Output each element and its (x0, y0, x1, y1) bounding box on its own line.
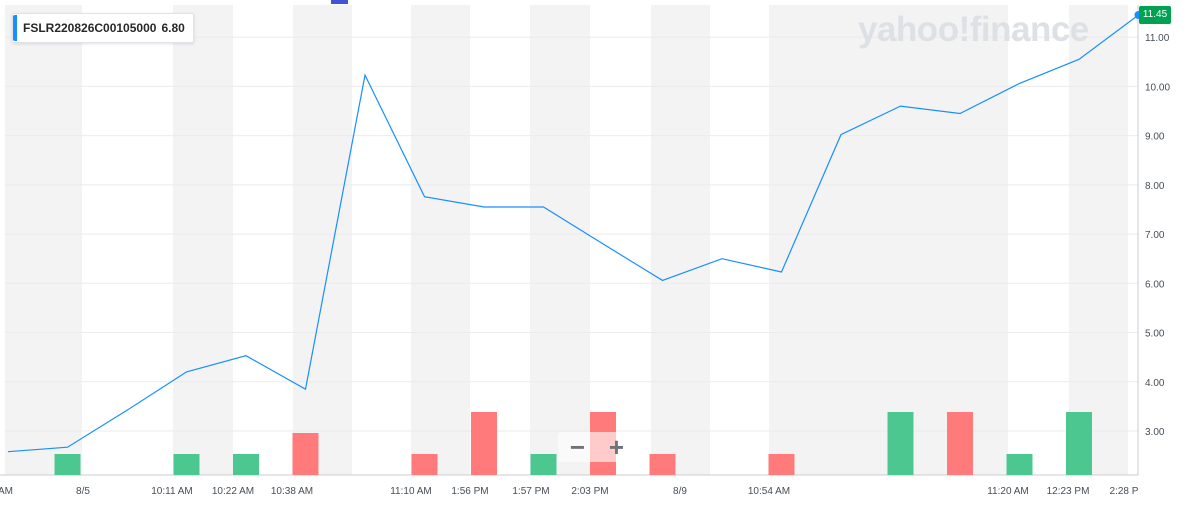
volume-bar (411, 454, 438, 475)
background-band (1069, 5, 1128, 475)
background-band (769, 5, 1008, 475)
background-band (530, 5, 590, 475)
volume-bar (1066, 412, 1092, 475)
volume-bar (173, 454, 200, 475)
x-tick-label: 2:28 P (1110, 486, 1139, 497)
zoom-in-button[interactable]: + (608, 432, 625, 462)
x-tick-label: AM (0, 486, 13, 497)
zoom-out-button[interactable]: − (569, 432, 586, 462)
volume-bar (292, 433, 319, 475)
background-band (651, 5, 710, 475)
y-tick-label: 5.00 (1145, 329, 1165, 340)
y-tick-label: 11.00 (1145, 33, 1170, 44)
x-tick-label: 10:11 AM (151, 486, 193, 497)
yahoo-finance-watermark: yahoo!finance (858, 10, 1089, 49)
volume-bar (54, 454, 81, 475)
background-band (173, 5, 233, 475)
x-tick-label: 8/9 (673, 486, 687, 497)
y-tick-label: 4.00 (1145, 378, 1165, 389)
volume-bar (233, 454, 259, 475)
x-tick-label: 10:38 AM (271, 486, 313, 497)
y-tick-label: 9.00 (1145, 132, 1165, 143)
x-tick-label: 11:20 AM (987, 486, 1029, 497)
volume-bar (768, 454, 795, 475)
series-legend: FSLR220826C00105000 6.80 (12, 13, 194, 43)
background-band (411, 5, 470, 475)
background-band (5, 5, 82, 475)
y-tick-label: 3.00 (1145, 427, 1165, 438)
y-tick-label: 8.00 (1145, 181, 1165, 192)
background-band (293, 5, 352, 475)
price-line (7, 14, 1139, 453)
y-tick-label: 7.00 (1145, 230, 1165, 241)
x-tick-label: 8/5 (76, 486, 90, 497)
x-tick-label: 2:03 PM (571, 486, 608, 497)
legend-color-marker (13, 15, 17, 41)
zoom-controls: − + (558, 432, 636, 462)
volume-bar (887, 412, 914, 475)
legend-value: 6.80 (161, 21, 185, 35)
last-price-badge: 11.45 (1139, 6, 1171, 24)
volume-bar (947, 412, 973, 475)
x-tick-label: 10:22 AM (212, 486, 254, 497)
x-tick-label: 1:57 PM (512, 486, 549, 497)
top-tab-indicator (331, 0, 348, 4)
y-tick-label: 6.00 (1145, 279, 1165, 290)
legend-symbol: FSLR220826C00105000 (23, 21, 157, 35)
x-tick-label: 11:10 AM (390, 486, 432, 497)
volume-bar (649, 454, 676, 475)
x-tick-label: 10:54 AM (748, 486, 790, 497)
x-tick-label: 12:23 PM (1047, 486, 1090, 497)
volume-bar (530, 454, 557, 475)
volume-bar (1006, 454, 1033, 475)
y-tick-label: 10.00 (1145, 82, 1170, 93)
x-tick-label: 1:56 PM (451, 486, 488, 497)
volume-bar (471, 412, 497, 475)
